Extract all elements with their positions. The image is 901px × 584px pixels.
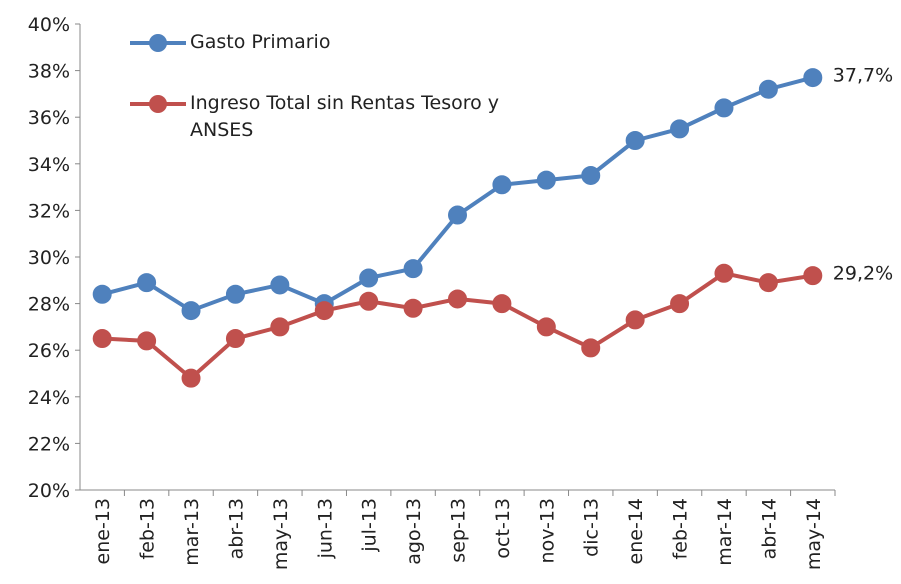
data-point (670, 294, 690, 314)
data-point (714, 98, 734, 118)
data-point (536, 170, 556, 190)
x-tick-label: jul-13 (359, 498, 381, 553)
legend-marker (149, 95, 167, 113)
x-tick-label: may-13 (270, 498, 292, 570)
x-tick-label: ene-13 (92, 498, 114, 564)
data-point (181, 368, 201, 388)
y-tick-label: 32% (28, 200, 70, 222)
y-tick-label: 30% (28, 247, 70, 269)
data-point (803, 68, 823, 88)
x-tick-label: jun-13 (314, 498, 336, 559)
data-point (92, 329, 112, 349)
data-point (270, 275, 290, 295)
x-tick-label: abr-13 (225, 498, 247, 559)
data-point (448, 205, 467, 225)
x-tick-label: dic-13 (581, 498, 603, 557)
x-tick-label: sep-13 (448, 498, 470, 563)
y-tick-label: 26% (28, 340, 70, 362)
data-point (92, 284, 112, 304)
x-tick-label: oct-13 (492, 498, 514, 559)
y-tick-label: 40% (28, 14, 70, 36)
x-tick-label: mar-14 (714, 498, 736, 566)
data-point (758, 79, 778, 99)
data-label: 37,7% (833, 65, 893, 87)
data-point (314, 301, 334, 321)
data-point (270, 317, 290, 337)
data-point (403, 259, 423, 279)
data-point (803, 266, 823, 286)
data-point (359, 268, 379, 288)
series-line (102, 271, 814, 381)
data-point (448, 289, 467, 309)
data-point (181, 301, 201, 321)
data-point (225, 284, 245, 304)
data-point (625, 310, 645, 330)
x-tick-label: mar-13 (181, 498, 203, 566)
data-point (225, 329, 245, 349)
y-tick-label: 38% (28, 61, 70, 83)
data-point (581, 338, 601, 358)
legend-marker (149, 34, 167, 52)
data-point (758, 273, 778, 293)
legend-label: Gasto Primario (190, 31, 331, 53)
data-point (359, 291, 379, 311)
legend-label: Ingreso Total sin Rentas Tesoro y ANSES (190, 92, 500, 141)
x-tick-label: feb-13 (137, 498, 159, 559)
data-point (625, 131, 645, 150)
x-tick-label: ene-14 (625, 498, 647, 564)
y-tick-label: 20% (28, 480, 70, 502)
y-tick-label: 22% (28, 433, 70, 455)
data-point (714, 263, 734, 283)
data-point (670, 119, 690, 139)
data-point (581, 165, 601, 185)
x-tick-label: feb-14 (670, 498, 692, 559)
data-point (137, 331, 157, 351)
x-tick-label: ago-13 (403, 498, 425, 565)
x-tick-label: nov-13 (536, 498, 558, 563)
y-tick-label: 28% (28, 294, 70, 316)
data-point (403, 298, 423, 318)
data-point (492, 175, 512, 195)
data-point (492, 294, 512, 314)
data-label: 29,2% (833, 263, 893, 285)
data-point (137, 273, 157, 293)
x-tick-label: abr-14 (758, 498, 780, 559)
y-tick-label: 34% (28, 154, 70, 176)
x-tick-label: may-14 (803, 498, 825, 570)
y-tick-label: 24% (28, 387, 70, 409)
y-tick-label: 36% (28, 107, 70, 129)
data-point (536, 317, 556, 337)
